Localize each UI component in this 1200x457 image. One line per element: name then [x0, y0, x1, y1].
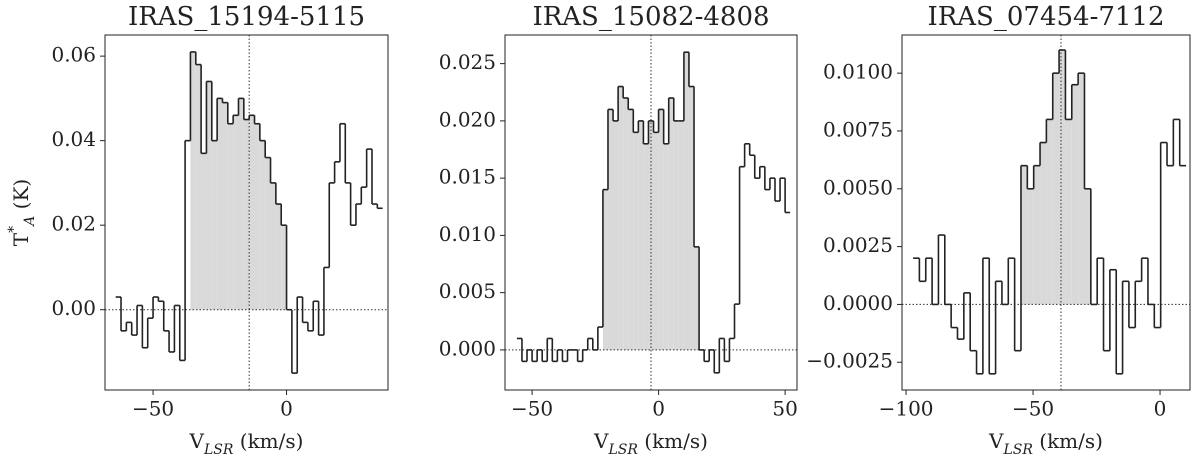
y-tick-label: −0.0025 [806, 349, 893, 373]
fill-bar [243, 119, 250, 310]
plot-area [902, 35, 1190, 390]
fill-bar [628, 109, 634, 350]
axis-label: T*A (K) [6, 179, 38, 246]
fill-bar [668, 97, 674, 350]
fill-bar [694, 246, 700, 350]
fill-bar [254, 123, 260, 310]
x-tick-label: −100 [879, 397, 934, 421]
x-tick-label: 0 [652, 397, 665, 421]
x-tick-label: −50 [1012, 397, 1054, 421]
y-tick-label: 0.020 [439, 107, 496, 131]
fill-bar [1033, 165, 1041, 305]
fill-bar [1078, 73, 1085, 305]
fill-bar [275, 204, 282, 310]
fill-bar [195, 64, 202, 310]
label-part: LSR [607, 442, 638, 457]
label-part: * [6, 226, 22, 233]
y-tick-label: 0.010 [439, 222, 496, 246]
x-tick-label: −50 [511, 397, 553, 421]
plot-area [505, 35, 797, 390]
axes-frame [901, 34, 1191, 391]
fill-bar [1020, 165, 1028, 305]
fill-bar [1084, 188, 1091, 305]
axes-frame [104, 34, 389, 391]
axes-frame [504, 34, 798, 391]
label-part: (km/s) [1033, 429, 1103, 453]
y-tick-label: 0.025 [439, 50, 496, 74]
y-tick-label: 0.0075 [823, 117, 893, 141]
fill-bar [270, 182, 276, 310]
plot-area [105, 35, 388, 390]
axis-label: VLSR (km/s) [189, 429, 304, 457]
fill-bar [1052, 73, 1060, 305]
label-part: A [22, 216, 38, 228]
fill-bar [688, 86, 695, 350]
label-part: LSR [203, 442, 234, 457]
y-tick-label: 0.000 [439, 336, 496, 360]
y-tick-label: 0.015 [439, 165, 496, 189]
fill-bar [217, 98, 223, 310]
fill-bar [643, 143, 649, 350]
fill-bar [265, 157, 271, 310]
fill-bar [1027, 188, 1034, 305]
fill-bar [638, 120, 644, 350]
fill-bar [653, 132, 659, 350]
fill-bar [238, 98, 244, 310]
label-part: V [189, 429, 205, 453]
y-tick-label: 0.0050 [823, 175, 893, 199]
x-tick-label: 0 [280, 397, 293, 421]
x-tick-label: 0 [1154, 397, 1167, 421]
fill-bar [607, 109, 614, 350]
fill-bar [281, 225, 287, 310]
chart-title: IRAS_15082-4808 [532, 2, 769, 32]
y-tick-label: 0.00 [51, 296, 96, 320]
fill-bar [658, 109, 664, 350]
fill-bar [233, 115, 239, 310]
label-part: LSR [1002, 442, 1033, 457]
fill-bar [1065, 119, 1072, 305]
fill-bar [683, 52, 689, 350]
label-part: (km/s) [638, 429, 708, 453]
chart-title: IRAS_15194-5115 [128, 2, 365, 32]
fill-bar [206, 81, 212, 310]
fill-bar [227, 123, 234, 310]
x-tick-label: −50 [132, 397, 174, 421]
y-tick-label: 0.005 [439, 279, 496, 303]
fill-bar [222, 102, 228, 310]
y-tick-label: 0.06 [51, 43, 96, 67]
label-part: V [593, 429, 609, 453]
fill-bar [678, 120, 684, 350]
fill-bar [190, 51, 196, 310]
y-tick-label: 0.0000 [823, 291, 893, 315]
label-part: T [9, 232, 33, 246]
chart-title: IRAS_07454-7112 [927, 2, 1164, 32]
label-part: (km/s) [233, 429, 303, 453]
fill-bar [623, 97, 629, 350]
fill-bar [1071, 84, 1079, 305]
fill-bar [1040, 142, 1047, 305]
y-tick-label: 0.0025 [823, 233, 893, 257]
axis-label: VLSR (km/s) [593, 429, 708, 457]
fill-bar [1046, 119, 1053, 305]
fill-bar [259, 140, 266, 310]
fill-bar [663, 143, 669, 350]
fill-bar [201, 153, 207, 310]
fill-bar [633, 132, 639, 350]
x-tick-label: 50 [772, 397, 797, 421]
fill-bar [618, 86, 624, 350]
y-tick-label: 0.0100 [823, 60, 893, 84]
label-part: (K) [9, 179, 33, 216]
y-tick-label: 0.02 [51, 212, 96, 236]
fill-bar [249, 115, 255, 310]
label-part: V [988, 429, 1004, 453]
fill-bar [1059, 50, 1066, 305]
fill-bar [613, 120, 619, 350]
y-tick-label: 0.04 [51, 127, 96, 151]
fill-bar [602, 189, 608, 350]
fill-bar [211, 140, 218, 310]
axis-label: VLSR (km/s) [988, 429, 1103, 457]
fill-bar [673, 120, 679, 350]
